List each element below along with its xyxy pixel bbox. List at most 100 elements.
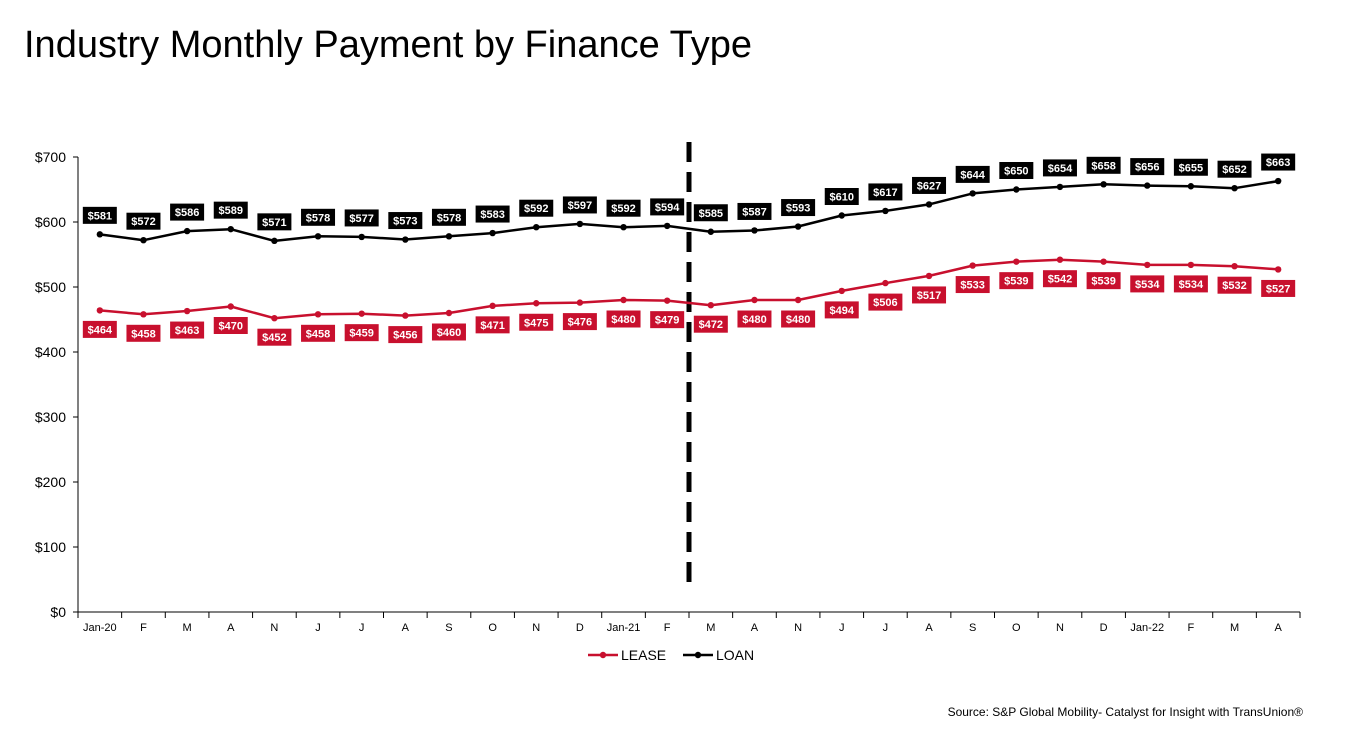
data-label-box-lease [519, 313, 554, 331]
data-label-box-lease [431, 323, 466, 341]
data-point-lease [489, 302, 496, 310]
data-label-box-lease [301, 324, 336, 342]
legend-entry-lease: LEASE [621, 647, 666, 663]
data-label-box-loan [650, 198, 685, 216]
data-point-lease [1274, 266, 1282, 273]
data-label-loan: $589 [219, 205, 243, 217]
data-label-lease: $480 [611, 314, 635, 326]
data-point-loan [794, 223, 802, 230]
data-label-box-lease [1217, 276, 1252, 294]
data-label-lease: $456 [393, 330, 417, 342]
data-point-lease [1231, 263, 1238, 270]
data-point-loan [707, 228, 715, 235]
data-label-lease: $506 [873, 297, 897, 309]
data-label-box-loan [606, 199, 641, 217]
data-point-lease [445, 309, 453, 317]
y-tick-label: $300 [35, 409, 66, 425]
series-line-lease [99, 258, 1279, 320]
data-label-lease: $460 [437, 327, 461, 339]
data-label-lease: $517 [917, 290, 941, 302]
data-point-lease [882, 279, 889, 287]
data-label-loan: $573 [393, 216, 417, 228]
data-label-lease: $532 [1222, 280, 1246, 292]
x-tick-label: J [883, 622, 889, 634]
data-point-lease [314, 311, 322, 318]
data-label-box-lease [1130, 275, 1165, 293]
data-point-loan [620, 224, 627, 231]
data-label-loan: $572 [131, 216, 155, 228]
data-label-loan: $594 [655, 202, 680, 214]
data-point-lease [925, 272, 933, 280]
data-label-loan: $650 [1004, 166, 1028, 178]
data-label-loan: $585 [699, 208, 723, 220]
data-labels-layer: $464 $458 $463 $470 $452 $458 $459 $456 $460 $471… [82, 153, 1296, 346]
data-label-loan: $578 [306, 212, 330, 224]
data-point-loan [227, 225, 234, 233]
data-label-box-lease [344, 324, 379, 342]
data-point-loan [358, 233, 365, 241]
y-tick-label: $400 [35, 344, 66, 360]
data-point-loan [1013, 186, 1020, 193]
x-tick-label: Jan-22 [1130, 622, 1164, 634]
data-point-loan [445, 233, 453, 240]
data-label-box-lease [955, 276, 990, 294]
legend-entry-loan: LOAN [716, 647, 754, 663]
data-point-lease [969, 262, 976, 269]
data-label-box-loan [1173, 158, 1208, 176]
data-point-loan [140, 237, 147, 244]
data-label-lease: $464 [88, 324, 113, 336]
y-tick-label: $0 [50, 604, 66, 620]
data-label-lease: $475 [524, 317, 548, 329]
data-label-loan: $655 [1179, 162, 1203, 174]
x-tick-label: F [1188, 622, 1195, 634]
data-label-lease: $458 [131, 328, 155, 340]
x-tick-label: M [183, 622, 192, 634]
x-tick-label: N [532, 622, 540, 634]
data-label-loan: $587 [742, 206, 766, 218]
data-label-box-loan [301, 208, 336, 226]
data-point-loan [183, 227, 191, 235]
data-label-box-lease [1086, 272, 1121, 290]
data-label-box-lease [170, 321, 205, 339]
series-layer [96, 177, 1282, 322]
legend-swatch-dot-lease [599, 651, 607, 659]
data-point-lease [1187, 261, 1195, 269]
data-point-lease [402, 312, 409, 319]
data-label-box-lease [257, 328, 292, 346]
data-label-box-loan [1130, 158, 1165, 176]
data-label-box-lease [562, 313, 597, 331]
data-point-loan [925, 201, 933, 208]
data-label-box-lease [999, 272, 1034, 290]
x-tick-label: A [1275, 622, 1283, 634]
x-tick-label: J [359, 622, 365, 634]
x-tick-label: O [488, 622, 497, 634]
data-label-box-loan [868, 183, 903, 201]
data-point-lease [533, 300, 540, 307]
data-label-box-loan [781, 199, 816, 217]
data-point-loan [1056, 183, 1064, 191]
data-label-box-loan [1217, 160, 1252, 178]
data-label-loan: $577 [349, 213, 373, 225]
data-label-lease: $479 [655, 315, 679, 327]
x-tick-label: Jan-21 [607, 622, 641, 634]
data-point-lease [227, 303, 234, 310]
x-tick-label: N [1056, 622, 1064, 634]
data-label-loan: $581 [88, 210, 112, 222]
data-label-box-loan [1086, 156, 1121, 174]
data-point-lease [96, 307, 104, 314]
data-label-lease: $539 [1004, 276, 1028, 288]
data-point-lease [271, 315, 278, 322]
data-label-box-lease [213, 317, 248, 334]
data-label-lease: $463 [175, 325, 199, 337]
data-point-lease [358, 310, 365, 317]
data-label-loan: $654 [1048, 163, 1073, 175]
x-tick-label: A [402, 622, 410, 634]
data-label-box-loan [824, 188, 859, 205]
data-label-lease: $533 [960, 280, 984, 292]
data-label-box-lease [912, 286, 947, 304]
x-tick-label: O [1012, 622, 1021, 634]
data-label-loan: $593 [786, 203, 810, 215]
x-tick-label: Jan-20 [83, 622, 117, 634]
data-point-loan [533, 224, 540, 231]
